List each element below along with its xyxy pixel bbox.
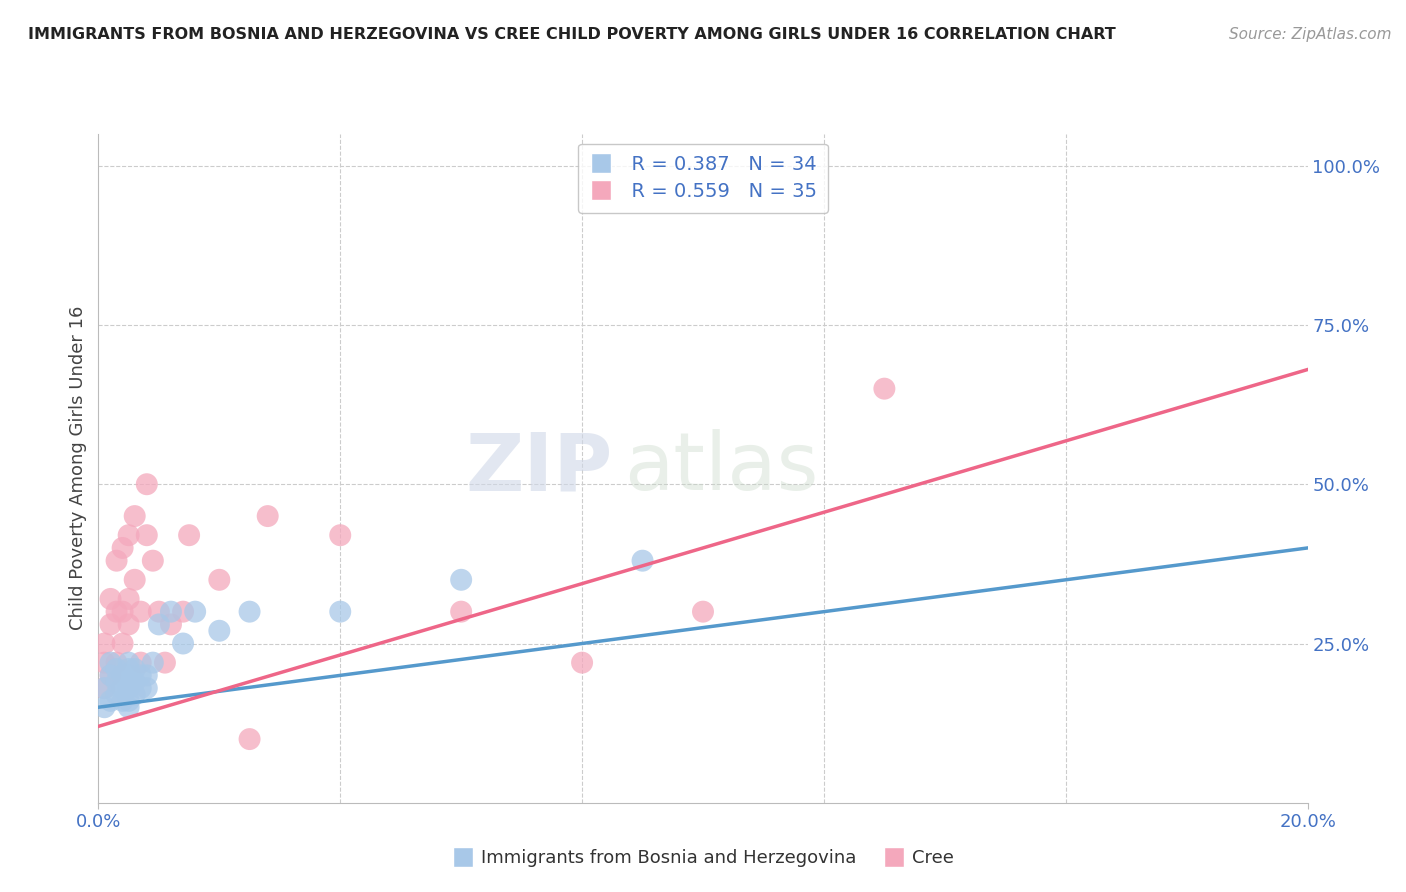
- Point: [111, 541, 134, 555]
- Point: [124, 573, 146, 587]
- Point: [239, 732, 262, 747]
- Point: [129, 681, 152, 695]
- Point: [148, 617, 170, 632]
- Point: [179, 528, 201, 542]
- Point: [148, 605, 170, 619]
- Point: [100, 668, 122, 682]
- Point: [118, 528, 141, 542]
- Point: [105, 605, 128, 619]
- Legend: Immigrants from Bosnia and Herzegovina, Cree: Immigrants from Bosnia and Herzegovina, …: [444, 842, 962, 874]
- Point: [450, 573, 472, 587]
- Point: [692, 605, 714, 619]
- Point: [118, 662, 141, 676]
- Point: [129, 668, 152, 682]
- Point: [93, 681, 115, 695]
- Point: [873, 382, 896, 396]
- Point: [135, 477, 157, 491]
- Point: [184, 605, 207, 619]
- Point: [450, 605, 472, 619]
- Point: [124, 509, 146, 524]
- Text: Source: ZipAtlas.com: Source: ZipAtlas.com: [1229, 27, 1392, 42]
- Point: [118, 656, 141, 670]
- Point: [631, 554, 654, 568]
- Point: [142, 656, 165, 670]
- Point: [239, 605, 262, 619]
- Point: [135, 681, 157, 695]
- Point: [105, 554, 128, 568]
- Point: [129, 656, 152, 670]
- Point: [124, 674, 146, 689]
- Point: [105, 656, 128, 670]
- Legend:   R = 0.387   N = 34,   R = 0.559   N = 35: R = 0.387 N = 34, R = 0.559 N = 35: [578, 144, 828, 212]
- Point: [135, 528, 157, 542]
- Point: [100, 656, 122, 670]
- Point: [93, 636, 115, 650]
- Point: [100, 694, 122, 708]
- Point: [118, 700, 141, 714]
- Point: [329, 605, 352, 619]
- Point: [160, 617, 183, 632]
- Point: [105, 688, 128, 702]
- Point: [160, 605, 183, 619]
- Point: [100, 591, 122, 606]
- Point: [105, 662, 128, 676]
- Point: [172, 605, 194, 619]
- Text: IMMIGRANTS FROM BOSNIA AND HERZEGOVINA VS CREE CHILD POVERTY AMONG GIRLS UNDER 1: IMMIGRANTS FROM BOSNIA AND HERZEGOVINA V…: [28, 27, 1116, 42]
- Point: [111, 636, 134, 650]
- Text: atlas: atlas: [624, 429, 818, 508]
- Point: [118, 681, 141, 695]
- Point: [172, 636, 194, 650]
- Point: [111, 681, 134, 695]
- Point: [118, 668, 141, 682]
- Point: [93, 700, 115, 714]
- Point: [111, 694, 134, 708]
- Point: [105, 674, 128, 689]
- Point: [100, 668, 122, 682]
- Point: [208, 624, 231, 638]
- Point: [153, 656, 176, 670]
- Point: [111, 605, 134, 619]
- Text: ZIP: ZIP: [465, 429, 613, 508]
- Point: [93, 681, 115, 695]
- Point: [208, 573, 231, 587]
- Point: [124, 662, 146, 676]
- Point: [135, 668, 157, 682]
- Point: [118, 591, 141, 606]
- Point: [129, 605, 152, 619]
- Point: [93, 656, 115, 670]
- Y-axis label: Child Poverty Among Girls Under 16: Child Poverty Among Girls Under 16: [69, 306, 87, 631]
- Point: [256, 509, 278, 524]
- Point: [142, 554, 165, 568]
- Point: [118, 694, 141, 708]
- Point: [329, 528, 352, 542]
- Point: [100, 617, 122, 632]
- Point: [118, 617, 141, 632]
- Point: [571, 656, 593, 670]
- Point: [111, 668, 134, 682]
- Point: [124, 688, 146, 702]
